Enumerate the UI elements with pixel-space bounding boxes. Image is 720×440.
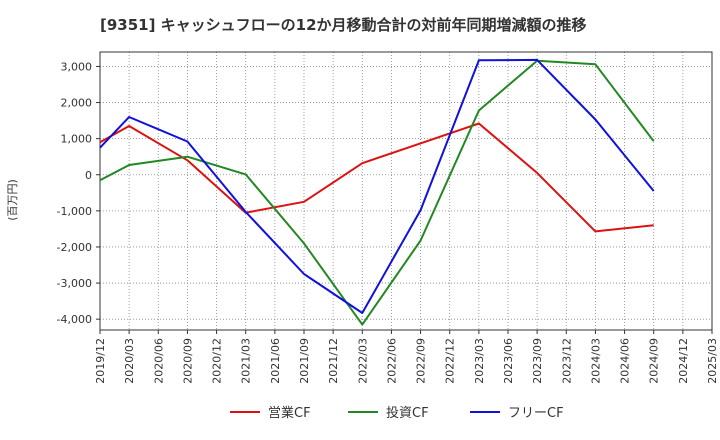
x-tick-label: 2021/06	[269, 338, 282, 384]
x-tick-label: 2020/03	[123, 338, 136, 384]
series-line-3	[99, 58, 655, 314]
x-tick-label: 2023/03	[473, 338, 486, 384]
x-tick-label: 2024/03	[589, 338, 602, 384]
x-axis: 2019/12 2020/03 2020/06 2020/09 2020/12 2021/…	[94, 330, 719, 384]
plot-frame	[99, 51, 713, 331]
x-tick-label: 2020/12	[211, 338, 224, 384]
y-tick-label: -4,000	[57, 313, 92, 326]
x-tick-label: 2021/12	[327, 338, 340, 384]
x-tick-label: 2023/12	[560, 338, 573, 384]
chart-title: [9351] キャッシュフローの12か月移動合計の対前年同期増減額の推移	[100, 16, 587, 34]
legend-label: フリーCF	[508, 406, 564, 421]
y-tick-label: -1,000	[57, 205, 92, 218]
y-tick-label: -3,000	[57, 277, 92, 290]
y-tick-label: 0	[85, 169, 92, 182]
x-tick-label: 2024/12	[677, 338, 690, 384]
series-lines	[99, 58, 655, 326]
y-tick-label: 1,000	[61, 133, 93, 146]
x-tick-label: 2023/06	[502, 338, 515, 384]
x-tick-label: 2022/12	[444, 338, 457, 384]
x-tick-label: 2022/09	[415, 338, 428, 384]
y-tick-label: 2,000	[61, 97, 93, 110]
plot-area	[100, 52, 712, 330]
y-axis: 3,000 2,000 1,000 0 -1,000 -2,000 -3,000 -4,000	[57, 60, 100, 326]
x-tick-label: 2024/06	[619, 338, 632, 384]
x-tick-label: 2024/09	[648, 338, 661, 384]
series-line-1	[99, 122, 654, 233]
x-tick-label: 2020/09	[181, 338, 194, 384]
x-tick-label: 2020/06	[152, 338, 165, 384]
legend-label: 営業CF	[268, 405, 311, 421]
x-tick-label: 2021/03	[240, 338, 253, 384]
x-tick-label: 2022/06	[385, 338, 398, 384]
x-tick-label: 2023/09	[531, 338, 544, 384]
x-tick-label: 2025/03	[706, 338, 719, 384]
y-tick-label: -2,000	[57, 241, 92, 254]
y-axis-label: (百万円)	[6, 179, 19, 221]
legend-label: 投資CF	[386, 405, 429, 421]
x-tick-label: 2021/09	[298, 338, 311, 384]
legend: 営業CF 投資CF フリーCF	[230, 405, 564, 421]
x-tick-label: 2022/03	[356, 338, 369, 384]
x-tick-label: 2019/12	[94, 338, 107, 384]
series-line-2	[99, 59, 655, 326]
y-tick-label: 3,000	[61, 60, 93, 73]
